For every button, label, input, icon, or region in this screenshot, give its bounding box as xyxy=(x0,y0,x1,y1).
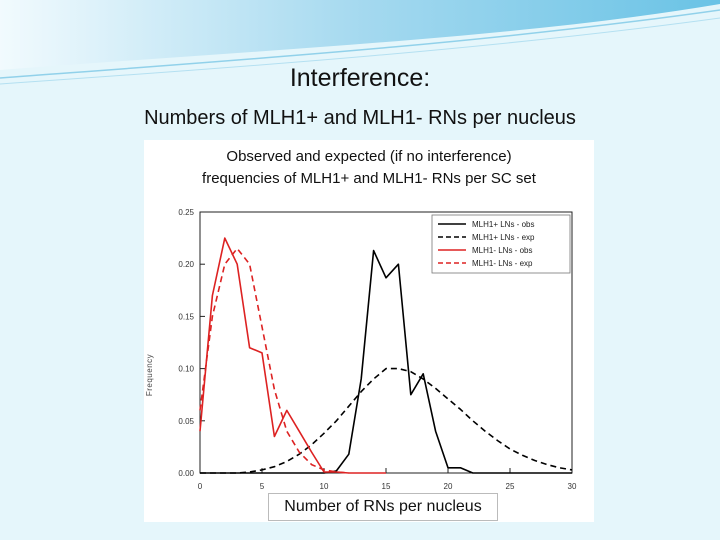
slide-background-swoosh xyxy=(0,0,720,90)
legend-label-2: MLH1- LNs - obs xyxy=(472,246,532,255)
series-line-0 xyxy=(200,249,572,474)
y-tick-label-5: 0.25 xyxy=(178,208,194,217)
series-line-3 xyxy=(199,247,349,474)
x-axis-label: Number of RNs per nucleus xyxy=(268,493,498,521)
legend-label-3: MLH1- LNs - exp xyxy=(472,259,533,268)
x-tick-label-1: 5 xyxy=(260,482,265,491)
y-tick-label-3: 0.15 xyxy=(178,312,194,321)
y-axis-label: Frequency xyxy=(145,353,154,397)
slide-title: Interference: xyxy=(289,64,431,92)
chart-figure: 0.00 0.05 0.10 0.15 0.20 0.25 0 5 10 15 20 25 30 MLH1… xyxy=(144,140,594,522)
series-line-2 xyxy=(199,237,386,474)
slide-subtitle: Numbers of MLH1+ and MLH1- RNs per nucle… xyxy=(144,107,576,129)
legend-label-0: MLH1+ LNs - obs xyxy=(472,220,534,229)
x-tick-label-4: 20 xyxy=(444,482,453,491)
x-tick-label-3: 15 xyxy=(382,482,391,491)
series-line-1 xyxy=(200,367,573,474)
figure-caption: Observed and expected (if no interferenc… xyxy=(144,146,594,190)
y-tick-label-0: 0.00 xyxy=(178,469,194,478)
figure-caption-line-2: frequencies of MLH1+ and MLH1- RNs per S… xyxy=(202,170,536,187)
figure-caption-line-1: Observed and expected (if no interferenc… xyxy=(226,148,512,165)
x-tick-label-0: 0 xyxy=(198,482,203,491)
x-tick-label-5: 25 xyxy=(506,482,515,491)
y-tick-label-4: 0.20 xyxy=(178,260,194,269)
legend-label-1: MLH1+ LNs - exp xyxy=(472,233,535,242)
y-tick-label-2: 0.10 xyxy=(178,365,194,374)
line-chart: 0.00 0.05 0.10 0.15 0.20 0.25 0 5 10 15 20 25 30 MLH1… xyxy=(178,208,577,491)
y-tick-label-1: 0.05 xyxy=(178,417,194,426)
x-tick-label-2: 10 xyxy=(320,482,329,491)
x-tick-label-6: 30 xyxy=(568,482,577,491)
